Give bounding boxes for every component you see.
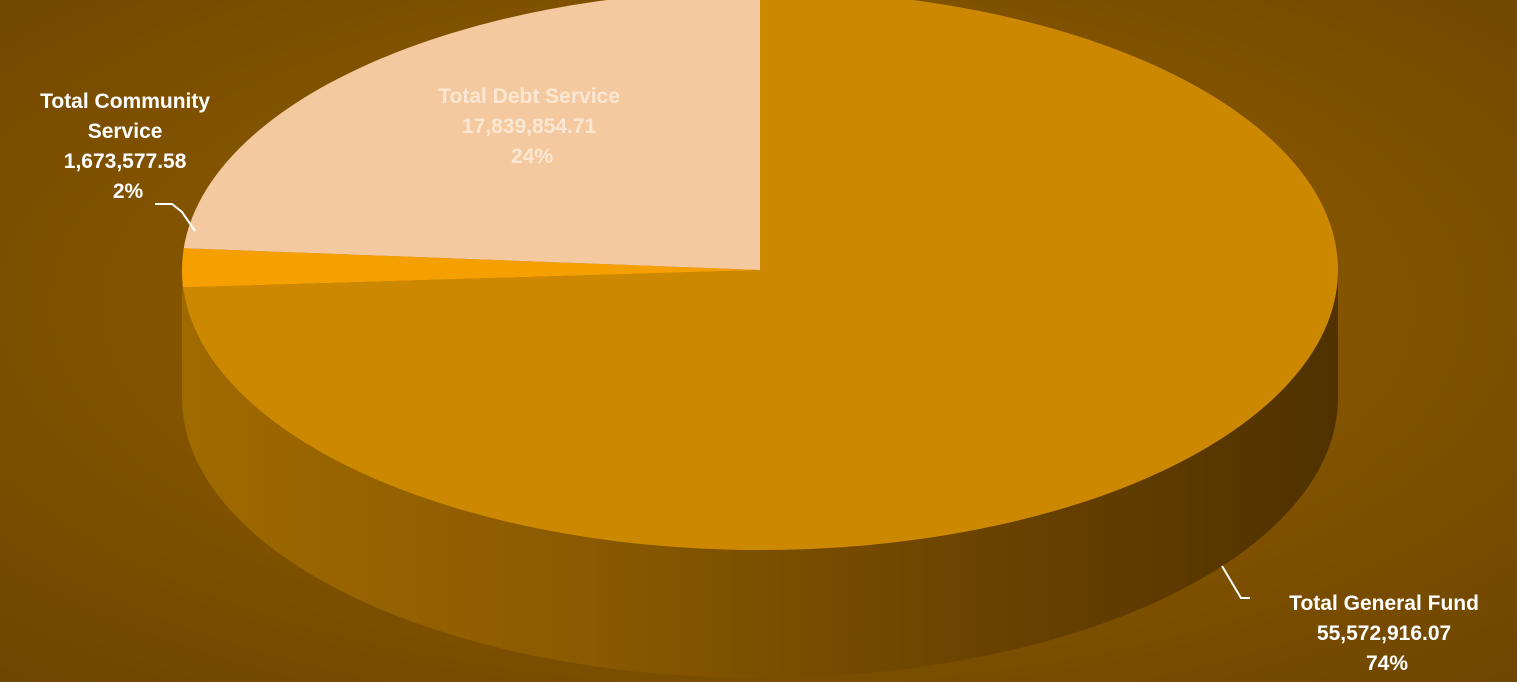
pie-slice-debt-service (183, 0, 760, 270)
slice-label-debt-service: Total Debt Service 17,839,854.71 24% (438, 85, 626, 168)
pie-slice-general-fund (183, 0, 1338, 550)
leader-line-general-fund (1221, 565, 1250, 599)
slice-label-general-fund: Total General Fund 55,572,916.07 74% (1289, 592, 1485, 675)
pie-side-wall (182, 270, 1338, 678)
slice-label-community-service: Total Community Service 1,673,577.58 2% (40, 90, 216, 203)
pie-slice-community-service (182, 248, 760, 288)
slice-name: Total Community (40, 90, 210, 113)
leader-line-community-service (155, 203, 196, 232)
slice-name: Total General Fund (1289, 592, 1479, 615)
slice-name-line2: Service (88, 120, 163, 143)
slice-percent: 74% (1366, 652, 1408, 675)
slice-percent: 2% (113, 180, 144, 203)
slice-percent: 24% (511, 145, 553, 168)
slice-value: 1,673,577.58 (64, 150, 187, 173)
slice-name: Total Debt Service (438, 85, 620, 108)
slice-value: 55,572,916.07 (1317, 622, 1451, 645)
slice-value: 17,839,854.71 (462, 115, 597, 138)
